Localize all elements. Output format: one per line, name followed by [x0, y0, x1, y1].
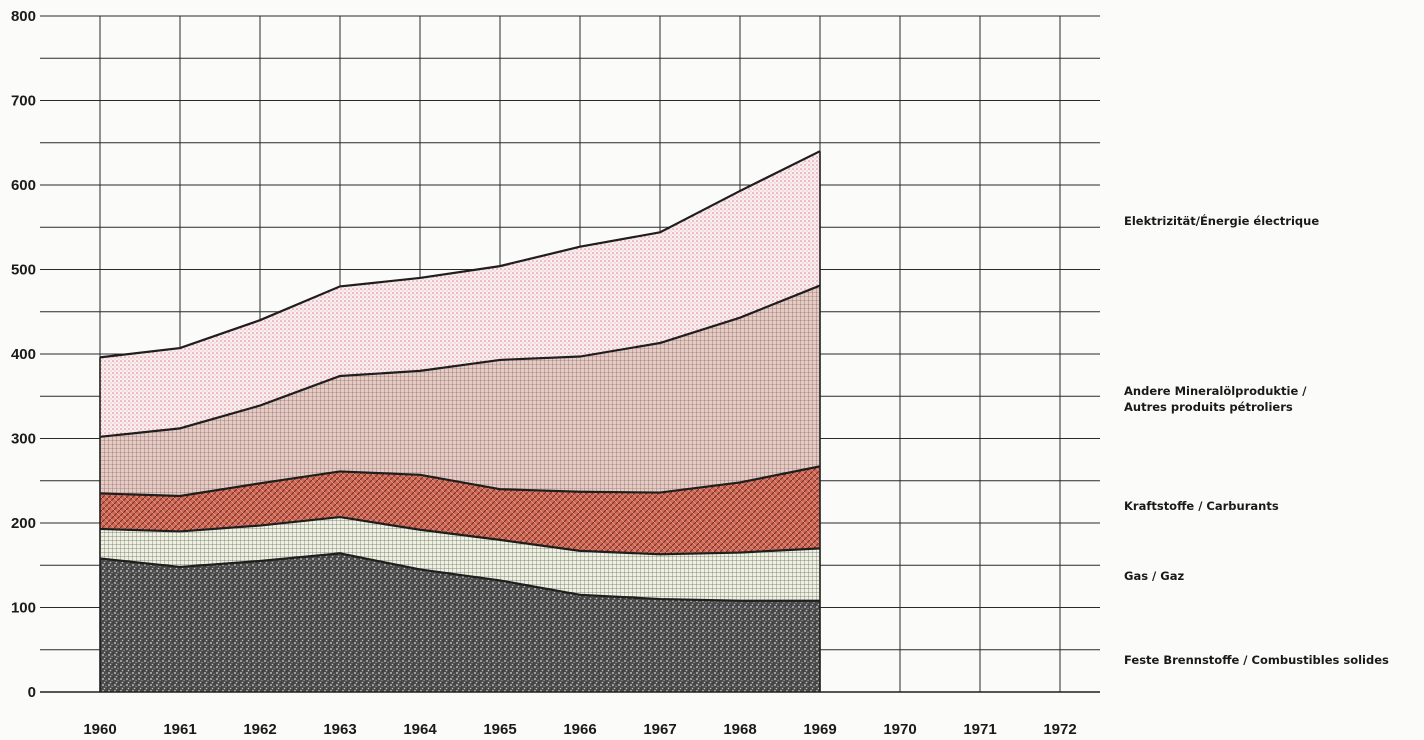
- area-series-2: [100, 517, 820, 601]
- x-tick-label: 1968: [723, 721, 756, 738]
- series-areas: [100, 151, 820, 692]
- y-tick-label: 800: [11, 8, 36, 25]
- area-series-1: [100, 553, 820, 692]
- legend-label: Kraftstoffe / Carburants: [1124, 499, 1279, 513]
- legend: Feste Brennstoffe / Combustibles solides…: [1124, 213, 1389, 667]
- x-tick-label: 1972: [1043, 721, 1076, 738]
- x-tick-label: 1969: [803, 721, 836, 738]
- y-tick-label: 100: [11, 600, 36, 617]
- x-tick-label: 1964: [403, 721, 437, 738]
- x-tick-label: 1962: [243, 721, 276, 738]
- area-series-3: [100, 466, 820, 555]
- x-tick-label: 1967: [643, 721, 676, 738]
- y-tick-label: 700: [11, 93, 36, 110]
- y-tick-label: 300: [11, 431, 36, 448]
- x-tick-label: 1961: [163, 721, 196, 738]
- y-tick-label: 200: [11, 515, 36, 532]
- area-series-4: [100, 285, 820, 496]
- y-axis-ticks: 0 100 200 300 400 500 600 700 800: [11, 8, 36, 701]
- series-boundaries: [40, 150, 1100, 693]
- series-3-top-line: [99, 465, 821, 498]
- series-5-top-line: [99, 150, 821, 359]
- x-tick-label: 1966: [563, 721, 596, 738]
- area-series-5: [100, 151, 820, 437]
- series-4-top-line: [99, 284, 821, 438]
- x-tick-label: 1963: [323, 721, 356, 738]
- legend-label: Feste Brennstoffe / Combustibles solides: [1124, 653, 1389, 667]
- x-axis-ticks: 1960 1961 1962 1963 1964 1965 1966 1967 1968 1969…: [83, 721, 1076, 738]
- legend-label: Andere Mineralölproduktie /: [1124, 384, 1307, 398]
- series-2-top-line: [99, 515, 821, 556]
- x-tick-label: 1970: [883, 721, 916, 738]
- legend-label: Elektrizität/Énergie électrique: [1124, 213, 1319, 228]
- series-1-top-line: [99, 552, 820, 602]
- legend-label: Autres produits pétroliers: [1124, 400, 1293, 414]
- y-tick-label: 0: [28, 684, 36, 701]
- legend-label: Gas / Gaz: [1124, 569, 1184, 583]
- y-tick-label: 500: [11, 262, 36, 279]
- x-tick-label: 1960: [83, 721, 116, 738]
- x-tick-label: 1965: [483, 721, 516, 738]
- x-tick-label: 1971: [963, 721, 996, 738]
- y-tick-label: 600: [11, 177, 36, 194]
- y-tick-label: 400: [11, 346, 36, 363]
